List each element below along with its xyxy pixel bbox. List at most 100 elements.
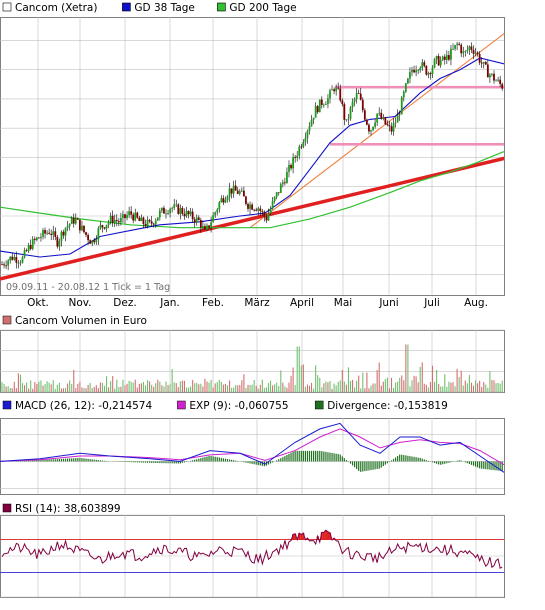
candle-body	[249, 204, 251, 209]
candle-body	[474, 52, 477, 54]
candle-body	[255, 209, 258, 211]
price-panel: Okt. Nov. Dez. Jan. Feb. März April Mai Juni Juli…	[0, 32, 504, 309]
volume-panel	[1, 344, 503, 392]
candle-body	[44, 230, 46, 234]
gd200-line	[0, 151, 504, 229]
candle-body	[357, 93, 360, 94]
candle-body	[489, 74, 491, 78]
candle-body	[226, 196, 229, 201]
candle-body	[7, 260, 10, 266]
candle-body	[232, 185, 235, 194]
candle-body	[1, 264, 3, 266]
candle-body	[454, 45, 456, 49]
candle-body	[433, 59, 436, 68]
candle-body	[380, 112, 383, 119]
candle-body	[163, 207, 165, 214]
candle-body	[23, 250, 26, 258]
candle-body	[491, 73, 493, 75]
candle-body	[48, 232, 51, 234]
candle-body	[464, 51, 467, 52]
candle-body	[105, 224, 108, 229]
legend-label: Divergence: -0,153819	[327, 400, 448, 412]
candle-body	[87, 234, 89, 241]
grid-lines	[0, 17, 504, 598]
candle-body	[175, 204, 178, 206]
x-tick-label: Jan.	[159, 297, 180, 309]
candle-body	[111, 215, 114, 224]
candle-body	[158, 210, 161, 218]
candle-body	[306, 130, 309, 139]
candle-body	[107, 222, 110, 225]
candle-body	[58, 240, 61, 247]
candle-body	[120, 218, 122, 223]
candle-body	[161, 207, 163, 211]
candle-body	[76, 218, 79, 220]
legend-label: EXP (9): -0,060755	[189, 400, 288, 412]
candle-body	[480, 62, 483, 64]
candle-body	[230, 188, 233, 194]
candle-body	[292, 157, 294, 169]
candle-body	[402, 91, 405, 98]
candle-body	[177, 204, 180, 214]
candle-body	[206, 225, 208, 230]
legend-label: GD 38 Tage	[134, 2, 195, 14]
candle-body	[413, 69, 415, 73]
macd-line	[0, 422, 505, 473]
candle-body	[64, 227, 67, 236]
x-tick-label: April	[290, 297, 314, 309]
candle-body	[472, 49, 475, 54]
macd-panel	[0, 422, 505, 473]
candle-body	[501, 83, 504, 89]
candle-body	[404, 83, 407, 92]
x-tick-label: Juni	[378, 297, 398, 309]
candle-body	[376, 113, 379, 123]
candle-body	[142, 217, 145, 224]
candle-body	[409, 72, 411, 79]
candle-body	[216, 209, 219, 213]
candle-body	[279, 184, 282, 193]
candle-body	[195, 217, 198, 223]
x-tick-label: Feb.	[202, 297, 224, 309]
candle-body	[394, 122, 397, 124]
candle-body	[347, 118, 350, 120]
candle-body	[251, 204, 253, 210]
candle-body	[396, 115, 399, 123]
candle-body	[197, 217, 200, 221]
candle-body	[374, 122, 376, 127]
candle-body	[304, 138, 307, 143]
candle-body	[390, 126, 393, 132]
candle-body	[115, 219, 118, 222]
candle-body	[437, 56, 440, 66]
candle-body	[236, 190, 239, 194]
candle-body	[72, 217, 75, 224]
candle-body	[359, 93, 362, 100]
candle-body	[484, 61, 487, 65]
candle-body	[388, 125, 391, 127]
candle-body	[60, 231, 63, 241]
candle-body	[29, 244, 32, 249]
candle-body	[322, 104, 325, 106]
candle-body	[17, 262, 20, 264]
candle-body	[269, 208, 272, 214]
candle-body	[429, 73, 432, 75]
chart-caption: 09.09.11 - 20.08.12 1 Tick = 1 Tag	[6, 282, 170, 293]
candle-body	[382, 117, 385, 119]
candle-body	[189, 211, 192, 215]
candle-body	[21, 257, 24, 263]
candle-body	[273, 196, 276, 202]
candle-body	[411, 69, 413, 73]
candle-body	[33, 238, 36, 240]
candle-body	[220, 198, 223, 203]
candle-body	[456, 43, 458, 46]
candle-body	[263, 211, 266, 217]
candle-body	[439, 60, 442, 66]
candle-body	[368, 124, 370, 132]
candle-body	[83, 225, 85, 233]
candle-body	[187, 210, 190, 215]
candle-body	[101, 225, 104, 228]
candle-body	[210, 222, 212, 228]
candle-body	[218, 202, 221, 210]
x-tick-label: Nov.	[68, 297, 91, 309]
candle-body	[134, 212, 137, 221]
candle-body	[208, 225, 210, 228]
